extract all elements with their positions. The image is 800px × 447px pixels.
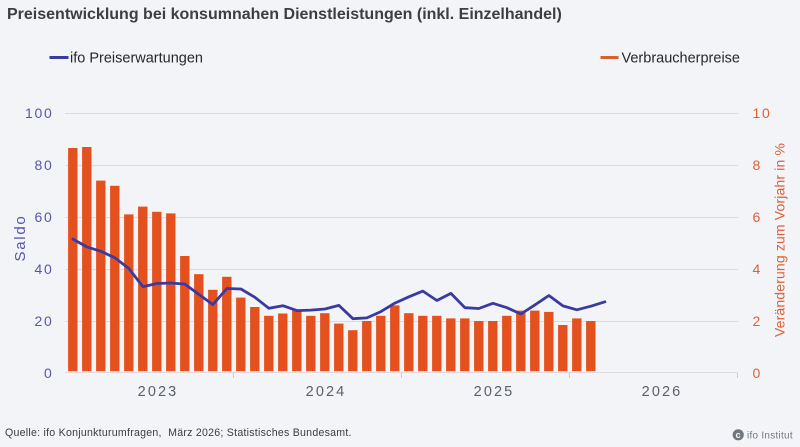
svg-text:c: c — [736, 430, 741, 441]
svg-text:8: 8 — [753, 157, 763, 173]
svg-text:2023: 2023 — [138, 384, 179, 400]
svg-text:ifo Preiserwartungen: ifo Preiserwartungen — [70, 51, 203, 67]
svg-text:2025: 2025 — [474, 384, 515, 400]
svg-text:20: 20 — [35, 313, 54, 329]
svg-text:Saldo: Saldo — [12, 215, 29, 262]
svg-text:Verbraucherpreise: Verbraucherpreise — [622, 51, 741, 67]
svg-text:2: 2 — [753, 313, 763, 329]
svg-text:2026: 2026 — [642, 384, 683, 400]
svg-text:Preisentwicklung bei konsumnah: Preisentwicklung bei konsumnahen Dienstl… — [7, 6, 562, 23]
svg-text:ifo Institut: ifo Institut — [747, 431, 793, 442]
svg-text:4: 4 — [753, 261, 763, 277]
svg-text:Veränderung zum Vorjahr in %: Veränderung zum Vorjahr in % — [772, 143, 788, 337]
svg-text:60: 60 — [35, 209, 54, 225]
svg-text:0: 0 — [753, 365, 763, 381]
svg-text:2024: 2024 — [306, 384, 347, 400]
svg-text:80: 80 — [35, 157, 54, 173]
svg-text:10: 10 — [753, 105, 772, 121]
svg-text:100: 100 — [25, 105, 53, 121]
svg-text:0: 0 — [44, 365, 54, 381]
svg-text:Quelle: ifo Konjunkturumfragen: Quelle: ifo Konjunkturumfragen, März 202… — [5, 427, 352, 439]
svg-text:6: 6 — [753, 209, 763, 225]
svg-text:40: 40 — [35, 261, 54, 277]
